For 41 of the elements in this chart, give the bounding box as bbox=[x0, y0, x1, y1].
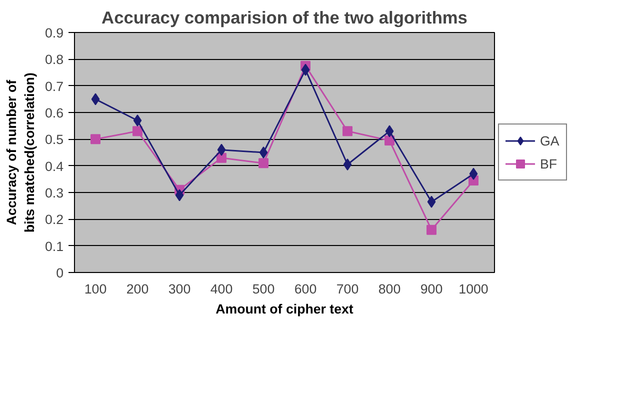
x-tick-label: 100 bbox=[84, 282, 107, 296]
point bbox=[259, 146, 268, 158]
y-tick-label: 0.9 bbox=[44, 26, 64, 40]
point bbox=[133, 114, 142, 126]
x-tick-label: 1000 bbox=[458, 282, 488, 296]
point bbox=[91, 93, 100, 106]
x-tick-label: 900 bbox=[420, 282, 443, 296]
x-tick-label: 400 bbox=[210, 282, 233, 296]
legend-label: GA bbox=[540, 133, 560, 148]
x-tick-label: 500 bbox=[252, 282, 275, 296]
y-tick-label: 0.4 bbox=[44, 158, 64, 174]
point bbox=[175, 189, 184, 202]
point bbox=[342, 126, 352, 136]
x-axis-title: Amount of cipher text bbox=[216, 302, 354, 316]
point bbox=[427, 196, 436, 208]
y-tick-label: 0.3 bbox=[44, 186, 64, 200]
y-tick-label: 0.7 bbox=[44, 78, 64, 94]
legend-label: BF bbox=[540, 156, 558, 171]
point bbox=[90, 134, 100, 144]
point bbox=[426, 224, 436, 235]
x-tick-label: 800 bbox=[378, 282, 401, 296]
point bbox=[217, 144, 226, 156]
y-tick-label: 0.6 bbox=[44, 106, 64, 120]
point bbox=[258, 158, 268, 168]
y-axis-title: Accuracy of number of bits matched(correlation) bbox=[4, 72, 37, 232]
x-tick-label: 600 bbox=[294, 282, 317, 296]
x-tick-label: 300 bbox=[168, 282, 191, 296]
x-tick-label: 200 bbox=[126, 282, 149, 296]
y-tick-label: 0.5 bbox=[44, 132, 64, 148]
point bbox=[384, 136, 394, 146]
point bbox=[301, 64, 310, 76]
y-tick-label: 0.1 bbox=[44, 238, 64, 254]
point bbox=[132, 126, 142, 136]
chart-title: Accuracy comparision of the two algorithms bbox=[102, 8, 468, 28]
point bbox=[343, 158, 352, 170]
x-tick-label: 700 bbox=[336, 282, 359, 296]
point bbox=[385, 125, 394, 138]
y-tick-label: 0.8 bbox=[44, 52, 64, 68]
y-tick-label: 0.2 bbox=[44, 212, 64, 228]
point bbox=[469, 168, 478, 180]
y-tick-label: 0 bbox=[56, 266, 64, 280]
